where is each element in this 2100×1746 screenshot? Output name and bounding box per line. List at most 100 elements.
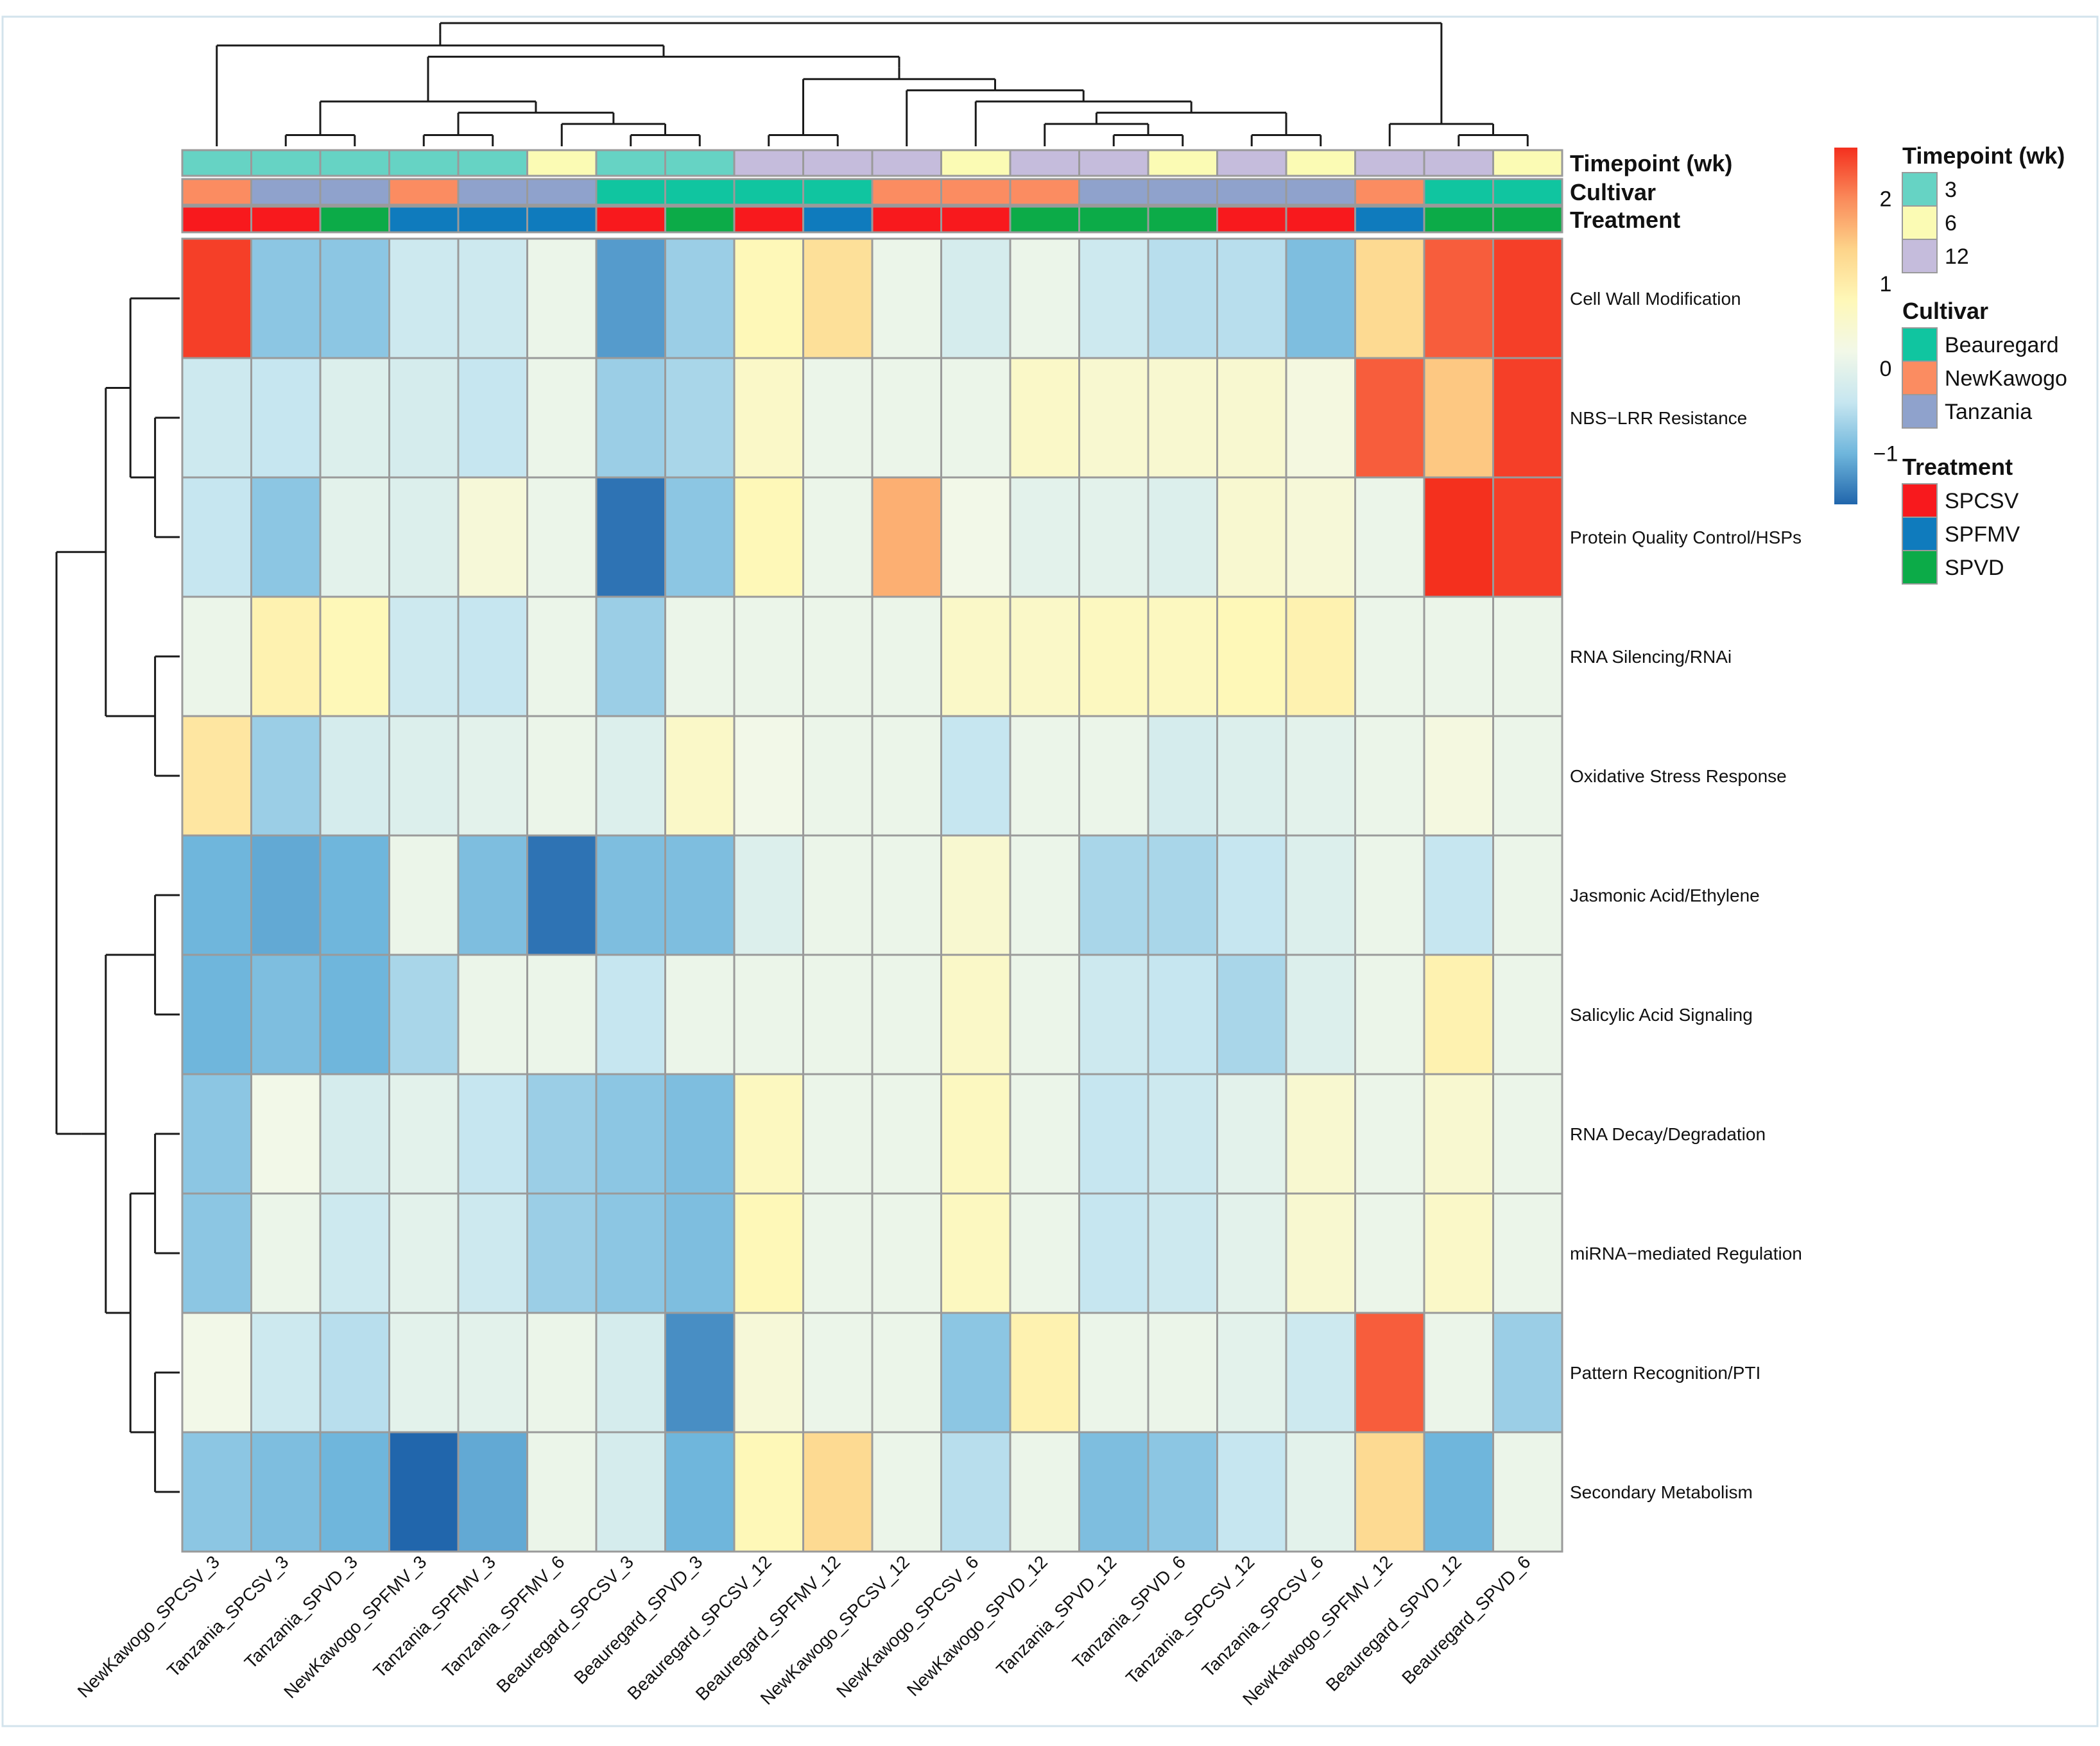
annotation-cell-timepoint-wk <box>1354 149 1425 177</box>
heatmap-cell <box>940 715 1011 837</box>
legend-title-timepoint-wk: Timepoint (wk) <box>1902 142 2065 169</box>
legend-swatch-3 <box>1902 172 1938 207</box>
row-label: Salicylic Acid Signaling <box>1570 1005 1753 1025</box>
annotation-cell-cultivar <box>733 178 804 206</box>
heatmap-cell <box>1216 1312 1287 1434</box>
annotation-cell-cultivar <box>457 178 528 206</box>
heatmap-cell <box>1216 715 1287 837</box>
heatmap-cell <box>1354 1192 1425 1314</box>
heatmap-cell <box>1216 1192 1287 1314</box>
heatmap-cell <box>595 476 666 598</box>
heatmap-cell <box>1492 357 1563 479</box>
heatmap-cell <box>250 237 322 359</box>
heatmap-cell <box>802 715 874 837</box>
legend-label-3: 3 <box>1945 178 1957 202</box>
heatmap-cell <box>181 834 252 956</box>
heatmap-cell <box>871 715 942 837</box>
heatmap-cell <box>319 1073 390 1195</box>
heatmap-cell <box>388 1192 460 1314</box>
heatmap-cell <box>940 357 1011 479</box>
annotation-cell-treatment <box>940 205 1011 234</box>
heatmap-cell <box>181 476 252 598</box>
heatmap-cell <box>595 595 666 717</box>
row-labels: Cell Wall Modification NBS−LRR Resistance… <box>1570 289 1802 1502</box>
heatmap-cell <box>388 595 460 717</box>
heatmap-cell <box>802 1431 874 1553</box>
heatmap-cell <box>595 1192 666 1314</box>
heatmap-cell <box>1078 1312 1149 1434</box>
heatmap-cell <box>733 1073 804 1195</box>
heatmap-cell <box>595 1431 666 1553</box>
heatmap-cell <box>871 834 942 956</box>
annotation-cell-timepoint-wk <box>940 149 1011 177</box>
legend-label-spvd: SPVD <box>1945 556 2004 580</box>
annotation-cell-treatment <box>733 205 804 234</box>
annotation-cell-treatment <box>1147 205 1218 234</box>
legend-swatch-spvd <box>1902 550 1938 585</box>
annotation-cell-treatment <box>526 205 598 234</box>
heatmap-cell <box>250 357 322 479</box>
row-label: Pattern Recognition/PTI <box>1570 1363 1760 1383</box>
annotation-cell-cultivar <box>940 178 1011 206</box>
heatmap-cell <box>1423 357 1494 479</box>
annotation-cell-cultivar <box>1147 178 1218 206</box>
legend-swatch-beauregard <box>1902 327 1938 362</box>
heatmap-cell <box>664 1192 736 1314</box>
heatmap-cell <box>1492 237 1563 359</box>
annotation-cell-cultivar <box>526 178 598 206</box>
annotation-cell-timepoint-wk <box>1492 149 1563 177</box>
row-label: Oxidative Stress Response <box>1570 766 1787 786</box>
annotation-cell-treatment <box>664 205 736 234</box>
heatmap-cell <box>871 1073 942 1195</box>
heatmap-cell <box>1492 476 1563 598</box>
heatmap-cell <box>1423 237 1494 359</box>
category-legends: Timepoint (wk) 3 6 12 Cultivar Beauregard NewK… <box>1902 142 2067 585</box>
annotation-cell-treatment <box>181 205 252 234</box>
heatmap-cell <box>1009 476 1080 598</box>
annotation-cell-treatment <box>802 205 874 234</box>
heatmap-cell <box>250 1192 322 1314</box>
heatmap-cell <box>733 237 804 359</box>
annotation-cell-treatment <box>1492 205 1563 234</box>
heatmap-cell <box>733 1431 804 1553</box>
heatmap-cell <box>319 595 390 717</box>
heatmap-cell <box>1216 237 1287 359</box>
heatmap-cell <box>733 357 804 479</box>
heatmap-cell <box>940 595 1011 717</box>
annotation-cell-cultivar <box>1423 178 1494 206</box>
heatmap-cell <box>1147 1073 1218 1195</box>
annotation-cell-treatment <box>388 205 460 234</box>
heatmap-cell <box>1009 834 1080 956</box>
heatmap-cell <box>1078 834 1149 956</box>
heatmap-cell <box>1285 1312 1356 1434</box>
annotation-cell-cultivar <box>664 178 736 206</box>
legend-swatch-spcsv <box>1902 483 1938 518</box>
annotation-cell-cultivar <box>319 178 390 206</box>
heatmap-cell <box>1216 357 1287 479</box>
heatmap-cell <box>526 1431 598 1553</box>
annotation-cell-timepoint-wk <box>802 149 874 177</box>
heatmap-cell <box>595 834 666 956</box>
heatmap-cell <box>1492 1312 1563 1434</box>
heatmap-cell <box>1354 1073 1425 1195</box>
heatmap-cell <box>457 954 528 1075</box>
row-label: RNA Decay/Degradation <box>1570 1124 1766 1144</box>
annotation-label-cultivar: Cultivar <box>1570 179 1656 205</box>
row-label: NBS−LRR Resistance <box>1570 408 1747 428</box>
heatmap-cell <box>457 1312 528 1434</box>
heatmap-cell <box>1423 1073 1494 1195</box>
heatmap-cell <box>871 237 942 359</box>
heatmap-cell <box>250 595 322 717</box>
heatmap-cell <box>664 357 736 479</box>
annotation-cell-cultivar <box>802 178 874 206</box>
heatmap-cell <box>1216 1431 1287 1553</box>
heatmap-cell <box>871 1192 942 1314</box>
heatmap-cell <box>181 1431 252 1553</box>
heatmap-cell <box>1285 237 1356 359</box>
annotation-cell-cultivar <box>871 178 942 206</box>
heatmap-cell <box>250 1431 322 1553</box>
heatmap-cell <box>940 1073 1011 1195</box>
heatmap-cell <box>319 1431 390 1553</box>
heatmap-cell <box>940 476 1011 598</box>
